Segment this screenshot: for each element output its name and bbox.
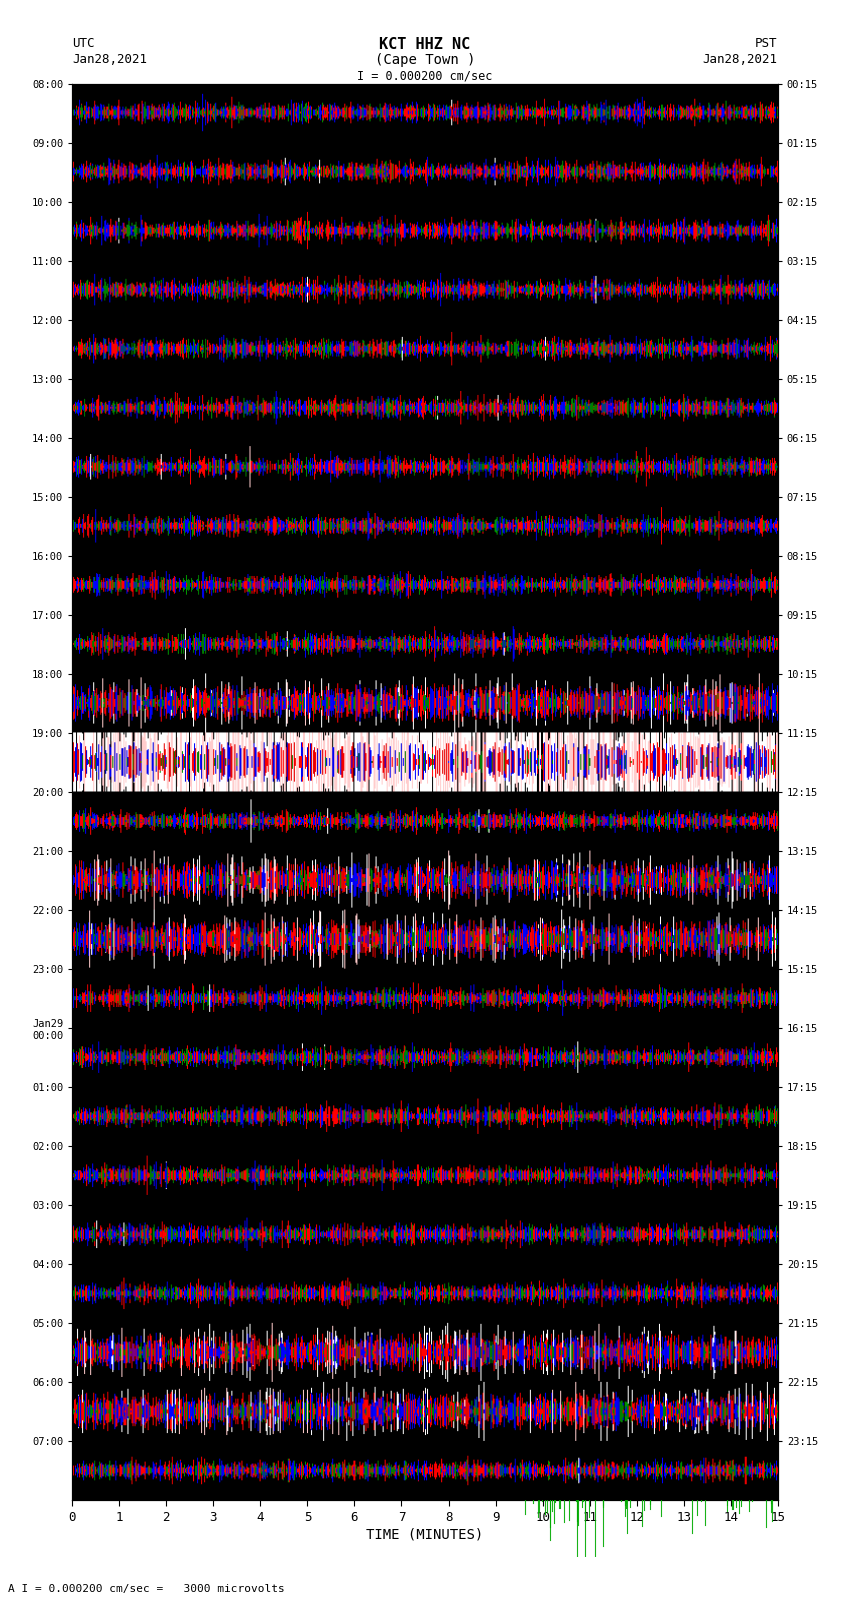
Text: Jan28,2021: Jan28,2021	[703, 53, 778, 66]
Text: (Cape Town ): (Cape Town )	[375, 53, 475, 68]
Text: PST: PST	[756, 37, 778, 50]
Text: UTC: UTC	[72, 37, 94, 50]
Text: Jan28,2021: Jan28,2021	[72, 53, 147, 66]
Text: A I = 0.000200 cm/sec =   3000 microvolts: A I = 0.000200 cm/sec = 3000 microvolts	[8, 1584, 286, 1594]
Text: I = 0.000200 cm/sec: I = 0.000200 cm/sec	[357, 69, 493, 82]
Text: KCT HHZ NC: KCT HHZ NC	[379, 37, 471, 52]
X-axis label: TIME (MINUTES): TIME (MINUTES)	[366, 1528, 484, 1542]
